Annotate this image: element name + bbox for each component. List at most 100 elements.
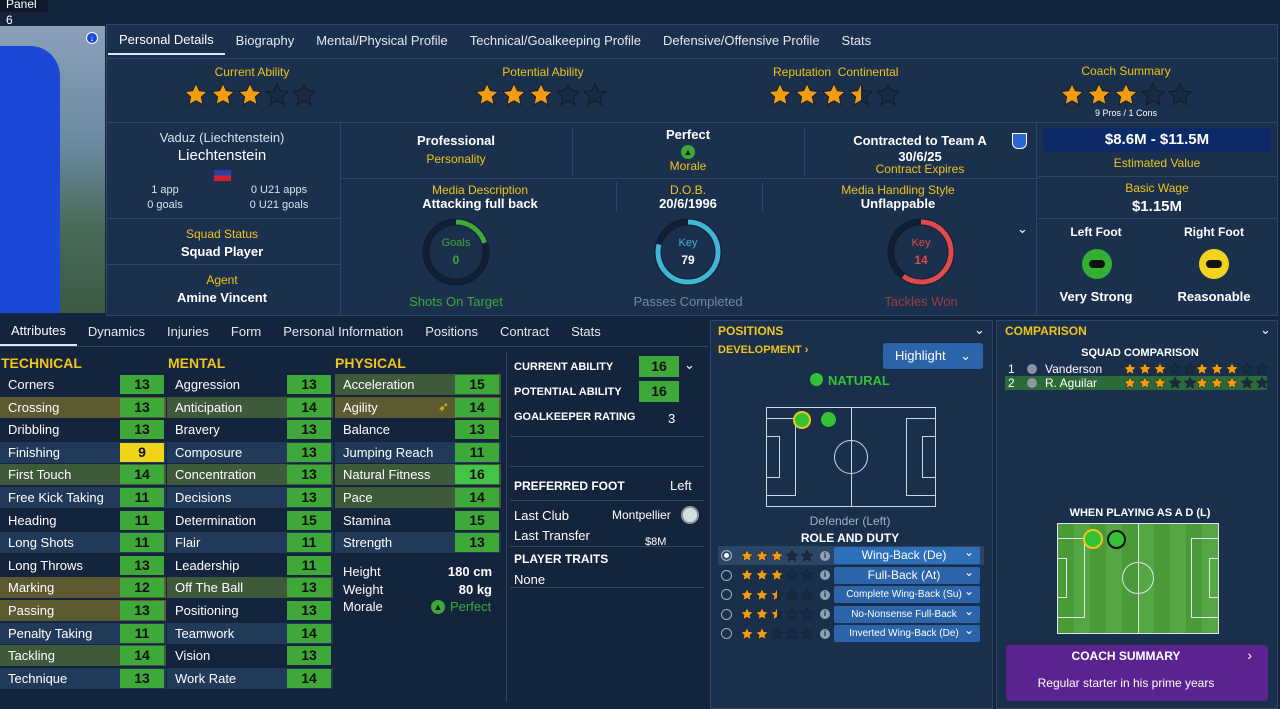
- role-dropdown[interactable]: Inverted Wing-Back (De) ⌄: [834, 623, 980, 642]
- info-icon[interactable]: i: [820, 628, 830, 639]
- technical-row[interactable]: Penalty Taking 11: [0, 622, 166, 644]
- info-icon[interactable]: i: [820, 550, 830, 561]
- info-icon[interactable]: i: [820, 589, 830, 600]
- passes-ring-value: 79: [681, 253, 695, 267]
- chevron-down-icon[interactable]: ⌄: [1017, 221, 1028, 236]
- technical-row[interactable]: Marking 12: [0, 577, 166, 599]
- comparison-row[interactable]: 1 Vanderson: [1005, 362, 1269, 376]
- mental-row[interactable]: Decisions 13: [167, 487, 333, 508]
- mental-row[interactable]: Bravery 13: [167, 419, 333, 440]
- coach-summary-button[interactable]: COACH SUMMARY › Regular starter in his p…: [1006, 645, 1268, 701]
- info-icon[interactable]: i: [820, 570, 830, 580]
- role-stars: [740, 607, 814, 621]
- physical-row[interactable]: Natural Fitness 16: [335, 464, 501, 486]
- role-row[interactable]: i: [718, 585, 984, 604]
- tab-defensive-offensive[interactable]: Defensive/Offensive Profile: [662, 33, 820, 48]
- technical-row[interactable]: First Touch 14: [0, 464, 166, 486]
- star-icon: [755, 568, 769, 582]
- physical-row[interactable]: Agility ➶ 14: [335, 396, 501, 418]
- role-dropdown[interactable]: Full-Back (At) ⌄: [834, 565, 980, 584]
- technical-row[interactable]: Heading 11: [0, 510, 166, 531]
- mental-row[interactable]: Determination 15: [167, 510, 333, 531]
- tab-contract[interactable]: Contract: [499, 324, 550, 339]
- technical-row[interactable]: Passing 13: [0, 600, 166, 621]
- potential-ability-stars: [474, 82, 608, 108]
- mental-row[interactable]: Composure 13: [167, 441, 333, 463]
- star-icon: [755, 587, 769, 602]
- potential-ability-label: Potential Ability: [502, 65, 584, 79]
- physical-row[interactable]: Acceleration 15: [335, 374, 501, 395]
- highlight-dropdown[interactable]: Highlight ⌄: [883, 343, 983, 369]
- mental-row[interactable]: Vision 13: [167, 645, 333, 666]
- download-icon[interactable]: ↓: [86, 32, 98, 44]
- star-icon: [848, 82, 874, 108]
- technical-row[interactable]: Technique 13: [0, 667, 166, 689]
- tab-personal-information[interactable]: Personal Information: [283, 324, 404, 339]
- star-icon: [740, 626, 754, 641]
- attribute-value: 13: [287, 601, 331, 620]
- chevron-down-icon[interactable]: ⌄: [684, 357, 695, 372]
- tab-mental-physical[interactable]: Mental/Physical Profile: [316, 33, 448, 48]
- development-link[interactable]: DEVELOPMENT ›: [718, 344, 809, 356]
- technical-row[interactable]: Corners 13: [0, 374, 166, 395]
- preferred-foot-value: Left: [670, 478, 692, 493]
- tab-injuries[interactable]: Injuries: [167, 324, 209, 339]
- tab-attributes[interactable]: Attributes: [0, 318, 77, 346]
- radio-icon[interactable]: [721, 550, 732, 561]
- physical-row[interactable]: Jumping Reach 11: [335, 441, 501, 463]
- star-icon: [755, 548, 769, 563]
- role-dropdown[interactable]: No-Nonsense Full-Back (De)⌄: [834, 604, 980, 637]
- mental-row[interactable]: Flair 11: [167, 532, 333, 554]
- mental-row[interactable]: Aggression 13: [167, 374, 333, 395]
- tab-positions[interactable]: Positions: [425, 324, 478, 339]
- role-dropdown[interactable]: Wing-Back (De) ⌄: [834, 545, 980, 564]
- technical-row[interactable]: Crossing 13: [0, 396, 166, 418]
- comparison-row[interactable]: 2 R. Aguilar: [1005, 376, 1269, 390]
- mental-row[interactable]: Positioning 13: [167, 600, 333, 621]
- attribute-name: Long Shots: [8, 535, 74, 551]
- radio-icon[interactable]: [721, 569, 732, 581]
- chevron-down-icon[interactable]: ⌄: [1260, 322, 1271, 337]
- role-dropdown[interactable]: Complete Wing-Back (Su) ⌄: [834, 584, 980, 603]
- attribute-name: Aggression: [175, 377, 241, 392]
- tab-personal-details[interactable]: Personal Details: [108, 27, 225, 55]
- info-icon[interactable]: i: [820, 609, 830, 619]
- attribute-value: 11: [287, 533, 331, 553]
- technical-row[interactable]: Dribbling 13: [0, 419, 166, 440]
- mental-row[interactable]: Teamwork 14: [167, 622, 333, 644]
- mental-row[interactable]: Anticipation 14: [167, 396, 333, 418]
- mental-row[interactable]: Work Rate 14: [167, 667, 333, 689]
- role-row[interactable]: i: [718, 566, 984, 585]
- role-row[interactable]: i: [718, 605, 984, 624]
- tab-form[interactable]: Form: [230, 324, 262, 339]
- mental-row[interactable]: Leadership 11: [167, 555, 333, 576]
- technical-row[interactable]: Tackling 14: [0, 645, 166, 667]
- club-logo-icon[interactable]: [681, 506, 699, 524]
- tackles-ring-label: Tackles Won: [884, 294, 958, 309]
- technical-row[interactable]: Finishing 9: [0, 441, 166, 463]
- tab-biography[interactable]: Biography: [235, 33, 295, 48]
- physical-row[interactable]: Balance 13: [335, 419, 501, 440]
- mental-row[interactable]: Concentration 13: [167, 464, 333, 486]
- chevron-down-icon[interactable]: ⌄: [974, 322, 985, 337]
- physical-row[interactable]: Strength 13: [335, 532, 501, 554]
- tab-dynamics[interactable]: Dynamics: [87, 324, 145, 339]
- technical-row[interactable]: Long Shots 11: [0, 532, 166, 554]
- tab-stats[interactable]: Stats: [841, 33, 872, 48]
- radio-icon[interactable]: [721, 589, 732, 600]
- radio-icon[interactable]: [721, 628, 732, 639]
- physical-row[interactable]: Stamina 15: [335, 510, 501, 531]
- tab-bottom-stats[interactable]: Stats: [571, 324, 601, 339]
- mental-row[interactable]: Off The Ball 13: [167, 577, 333, 599]
- star-icon: [770, 587, 784, 602]
- technical-row[interactable]: Long Throws 13: [0, 555, 166, 576]
- role-row[interactable]: i: [718, 624, 984, 643]
- star-icon: [740, 587, 754, 602]
- tab-technical-goalkeeping[interactable]: Technical/Goalkeeping Profile: [469, 33, 641, 48]
- star-icon: [183, 82, 209, 108]
- technical-row[interactable]: Free Kick Taking 11: [0, 487, 166, 508]
- radio-icon[interactable]: [721, 608, 732, 620]
- comparison-title: COMPARISON: [1005, 324, 1087, 338]
- club-badge-icon[interactable]: [1012, 133, 1027, 149]
- physical-row[interactable]: Pace 14: [335, 487, 501, 508]
